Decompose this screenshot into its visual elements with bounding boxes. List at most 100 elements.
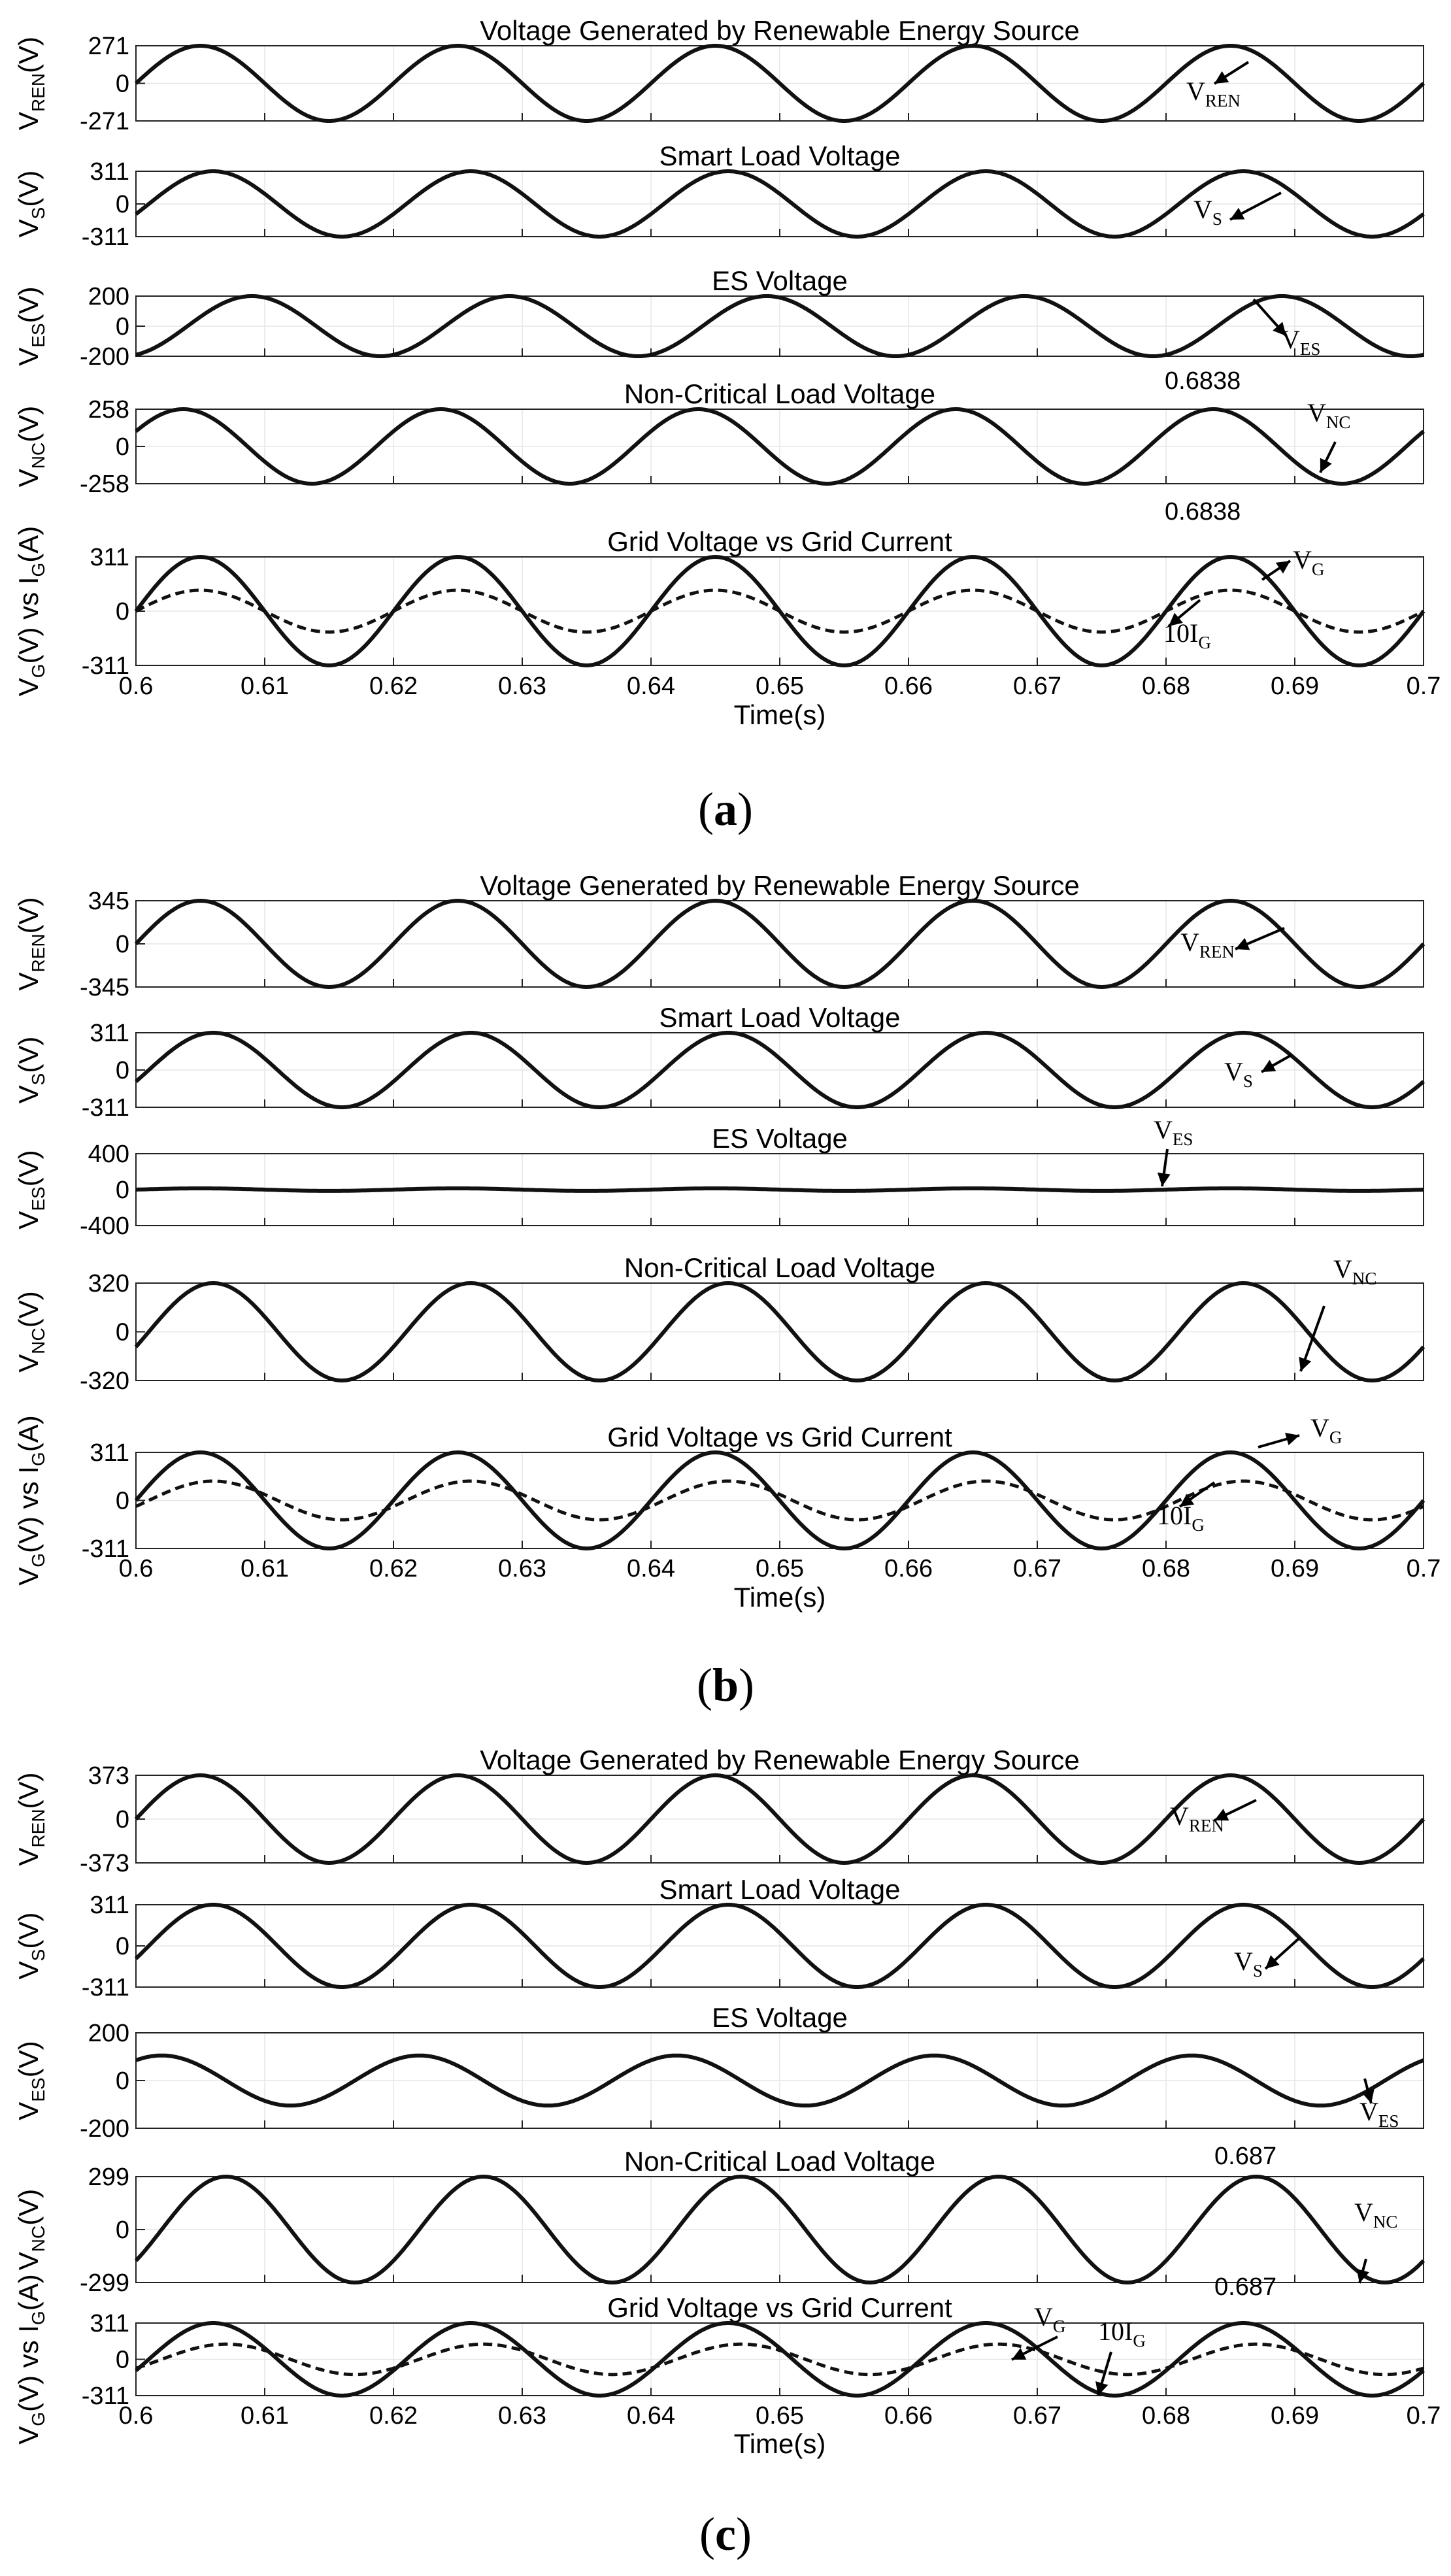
y-tick-label: 311 bbox=[90, 544, 129, 571]
y-tick-label: 320 bbox=[88, 1270, 129, 1297]
series-VNC bbox=[135, 407, 1425, 486]
y-tick-label: 0 bbox=[116, 1933, 129, 1960]
plot-title: Non-Critical Load Voltage bbox=[624, 1252, 935, 1283]
x-tick-label: 0.65 bbox=[756, 2402, 804, 2430]
y-tick-label: -311 bbox=[82, 2383, 129, 2410]
y-tick-label: -258 bbox=[80, 471, 129, 498]
y-tick-label: 0 bbox=[116, 313, 129, 341]
y-axis-label: VREN(V) bbox=[13, 1772, 48, 1865]
series-VNC bbox=[134, 2175, 1426, 2284]
series-VREN bbox=[134, 44, 1426, 123]
y-axis-label: VES(V) bbox=[13, 286, 48, 365]
series-VNC bbox=[134, 1281, 1426, 1382]
y-tick-label: -200 bbox=[80, 343, 129, 371]
y-tick-label: -373 bbox=[80, 1850, 129, 1877]
annotation-label: VREN bbox=[1180, 928, 1235, 962]
plot-title: Grid Voltage vs Grid Current bbox=[607, 526, 952, 557]
panel-c: Voltage Generated by Renewable Energy So… bbox=[13, 1745, 1441, 2560]
y-tick-label: -200 bbox=[80, 2115, 129, 2143]
series-VS bbox=[135, 1031, 1425, 1109]
annotation-label: 10IG bbox=[1098, 2317, 1146, 2350]
x-tick-label: 0.7 bbox=[1407, 673, 1441, 700]
plot-b-2: Smart Load Voltage 311 0 -311 VS(V) VS bbox=[13, 1002, 1425, 1122]
plot-title: Grid Voltage vs Grid Current bbox=[607, 1422, 952, 1452]
x-tick-label: 0.67 bbox=[1013, 2402, 1061, 2430]
plot-c-2: Smart Load Voltage 311 0 -311 VS(V) VS bbox=[13, 1874, 1426, 2001]
annotation-arrowhead bbox=[1299, 1356, 1312, 1371]
annotation-label: VNC bbox=[1354, 2198, 1397, 2232]
plot-title: ES Voltage bbox=[712, 265, 848, 296]
annotation-arrowhead bbox=[1275, 561, 1290, 574]
y-tick-label: -311 bbox=[82, 1974, 129, 2001]
annotation-label: VES bbox=[1154, 1115, 1193, 1149]
y-axis-label: VG(V) vs IG(A) bbox=[13, 526, 48, 697]
x-tick-label: 0.61 bbox=[241, 1555, 289, 1582]
x-tick-label: 0.66 bbox=[884, 2402, 933, 2430]
x-tick-label: 0.63 bbox=[498, 673, 546, 700]
annotation-label: VG bbox=[1293, 545, 1324, 579]
y-tick-label: 345 bbox=[88, 888, 129, 915]
x-tick-label: 0.64 bbox=[627, 2402, 675, 2430]
y-tick-label: -271 bbox=[80, 108, 129, 135]
plot-title: Voltage Generated by Renewable Energy So… bbox=[480, 15, 1080, 46]
x-tick-label: 0.67 bbox=[1013, 673, 1061, 700]
x-tick-label: 0.61 bbox=[241, 2402, 289, 2430]
x-tick-label: 0.64 bbox=[627, 1555, 675, 1582]
annotation-label: VNC bbox=[1333, 1254, 1376, 1288]
y-axis-label: VNC(V) bbox=[13, 1291, 48, 1372]
y-tick-label: 0 bbox=[116, 2216, 129, 2244]
plot-a-3: ES Voltage 200 0-200 VES(V) VES 0.6838 bbox=[13, 265, 1424, 395]
y-tick-label: -311 bbox=[82, 1094, 129, 1122]
y-axis-label: VS(V) bbox=[13, 171, 48, 238]
plot-title: Non-Critical Load Voltage bbox=[624, 2146, 935, 2177]
y-tick-label: 200 bbox=[88, 283, 129, 310]
y-tick-label: -311 bbox=[82, 652, 129, 680]
x-tick-label: 0.66 bbox=[884, 673, 933, 700]
plot-title: Grid Voltage vs Grid Current bbox=[607, 2292, 952, 2323]
x-tick-label: 0.69 bbox=[1271, 673, 1319, 700]
y-axis-label: VNC(V) bbox=[13, 406, 48, 487]
y-tick-label: 271 bbox=[88, 33, 129, 60]
annotation-arrowhead bbox=[1356, 2269, 1369, 2283]
plot-c-5: Grid Voltage vs Grid Current 311 0 -311 VG(V… bbox=[13, 2274, 1425, 2445]
annotation-arrowhead bbox=[1012, 2348, 1027, 2360]
y-tick-label: 0 bbox=[116, 71, 129, 98]
y-tick-label: 200 bbox=[88, 2020, 129, 2047]
y-tick-label: 311 bbox=[90, 2310, 129, 2337]
x-axis-label: Time(s) bbox=[734, 1582, 826, 1613]
panel-caption: (b) bbox=[697, 1659, 754, 1711]
panel-caption: (a) bbox=[698, 783, 753, 835]
x-tick-label: 0.65 bbox=[756, 1555, 804, 1582]
annotation-label: 10IG bbox=[1163, 618, 1211, 652]
annotation-label: VS bbox=[1234, 1947, 1263, 1981]
annotation-time-marker: 0.687 bbox=[1214, 2143, 1276, 2170]
x-axis-label: Time(s) bbox=[734, 2428, 826, 2459]
y-tick-label: 0 bbox=[116, 1177, 129, 1204]
y-tick-label: 299 bbox=[88, 2164, 129, 2191]
y-axis-label: VNC(V) bbox=[13, 2189, 48, 2270]
annotation-arrowhead bbox=[1095, 2381, 1109, 2396]
annotation-time-marker: 0.687 bbox=[1214, 2273, 1276, 2301]
y-tick-label: -311 bbox=[82, 224, 129, 251]
y-tick-label: 0 bbox=[116, 433, 129, 461]
y-tick-label: -320 bbox=[80, 1367, 129, 1395]
annotation-arrowhead bbox=[1157, 1172, 1171, 1186]
annotation-label: VREN bbox=[1186, 76, 1241, 110]
panel-b: Voltage Generated by Renewable Energy So… bbox=[13, 870, 1441, 1711]
annotation-arrowhead bbox=[1214, 1809, 1229, 1821]
y-axis-label: VES(V) bbox=[13, 1150, 48, 1229]
plot-a-5: Grid Voltage vs Grid Current 311 0 -311 VG(V… bbox=[13, 526, 1426, 697]
y-tick-label: 0 bbox=[116, 1319, 129, 1347]
annotation-label: VES bbox=[1281, 325, 1320, 359]
annotation-arrowhead bbox=[1273, 322, 1286, 336]
series-VES bbox=[135, 1186, 1424, 1193]
series-VS bbox=[134, 1903, 1426, 1989]
plot-title: Smart Load Voltage bbox=[659, 1874, 901, 1905]
annotation-time-marker: 0.6838 bbox=[1165, 498, 1241, 526]
plot-title: Smart Load Voltage bbox=[659, 141, 901, 171]
annotation-arrowhead bbox=[1265, 1955, 1280, 1969]
annotation-arrowhead bbox=[1361, 2089, 1375, 2103]
y-tick-label: -345 bbox=[80, 974, 129, 1001]
series-VG bbox=[135, 2321, 1425, 2398]
